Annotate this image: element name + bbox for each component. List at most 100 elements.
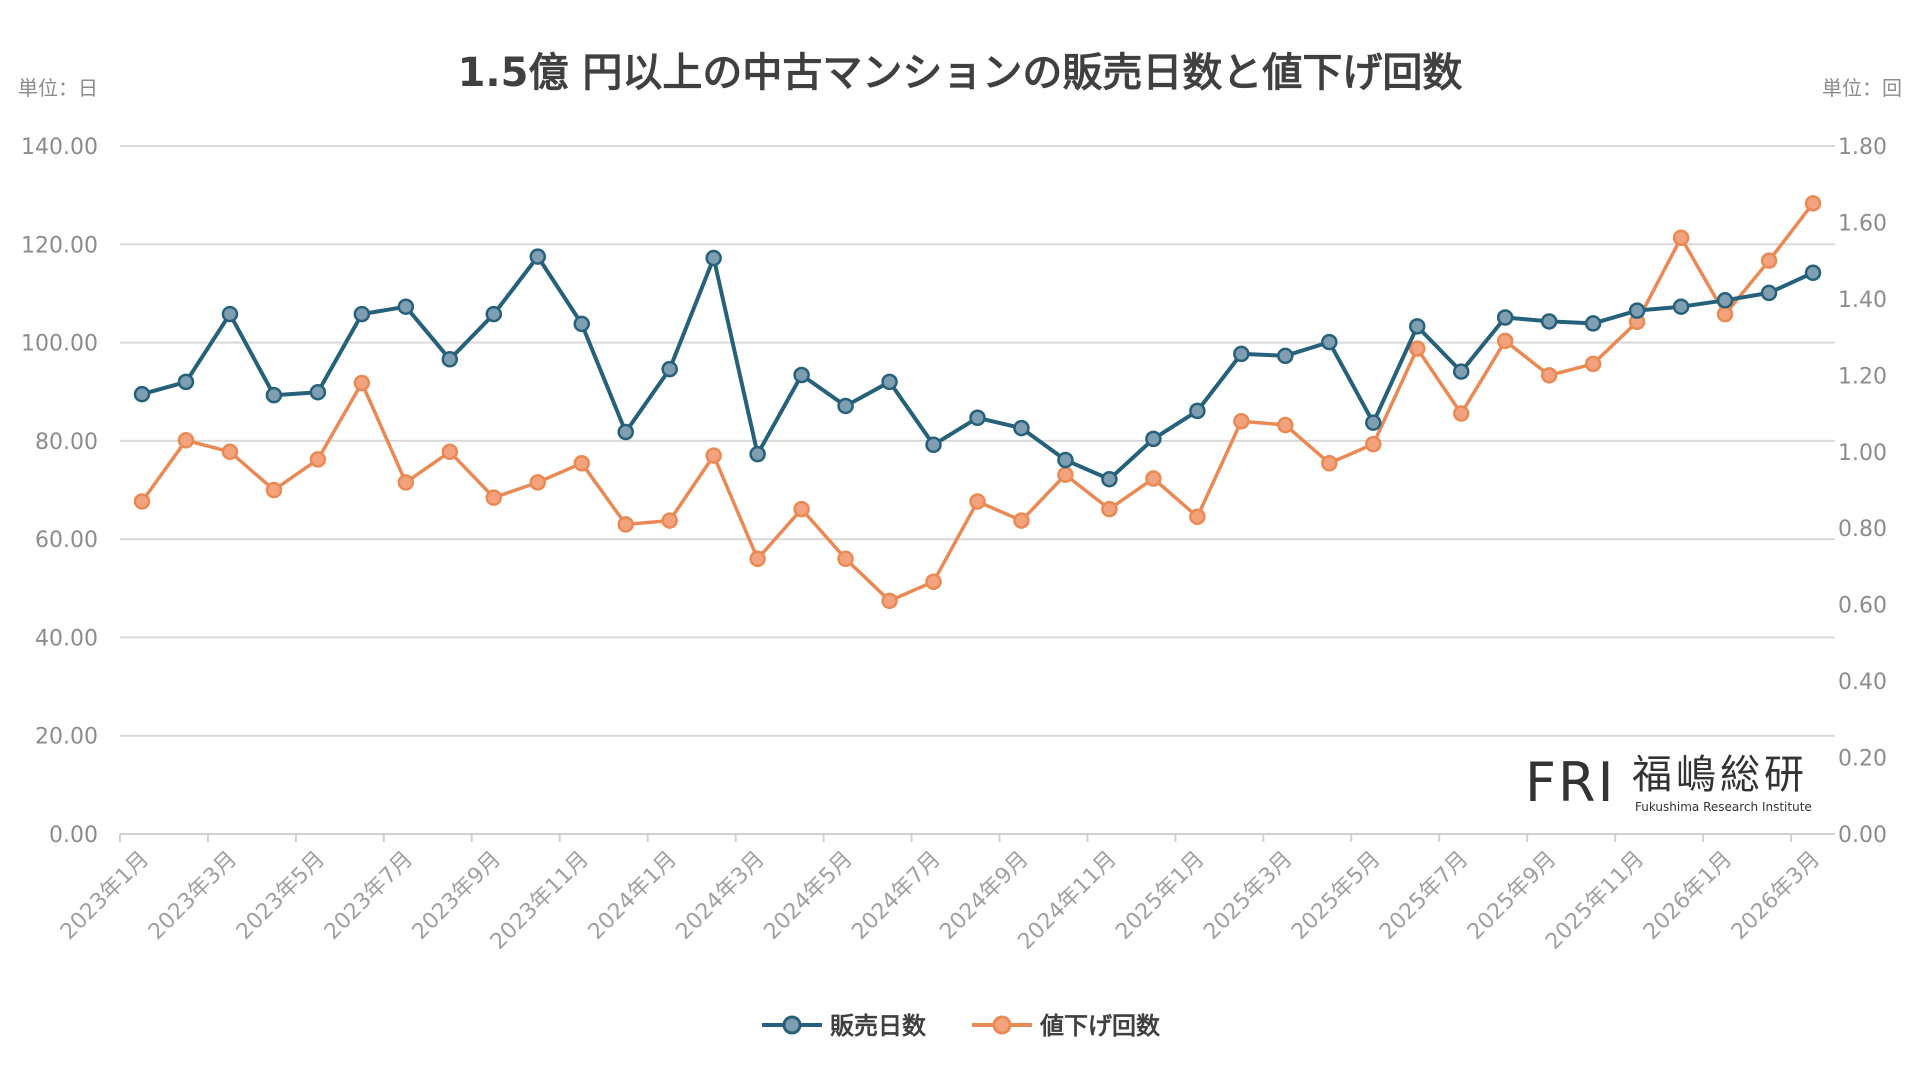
data-point xyxy=(1716,292,1734,309)
data-point xyxy=(309,383,327,401)
data-point xyxy=(529,248,547,265)
data-point xyxy=(441,351,459,368)
series-line xyxy=(141,254,1814,482)
series-0 xyxy=(133,248,1822,488)
data-point xyxy=(1101,470,1118,488)
data-point xyxy=(1057,466,1074,483)
data-point xyxy=(1145,430,1162,448)
data-point xyxy=(529,474,547,491)
series-layer xyxy=(133,195,1822,610)
right-tick-label: 0.20 xyxy=(1838,747,1887,772)
data-point xyxy=(177,432,195,449)
data-point xyxy=(1672,229,1690,246)
data-point xyxy=(133,493,151,510)
data-point xyxy=(749,445,766,463)
right-tick-label: 1.20 xyxy=(1838,364,1887,389)
data-point xyxy=(1804,264,1822,282)
right-tick-label: 0.60 xyxy=(1838,594,1887,619)
x-tick-label: 2025年1月 xyxy=(1111,847,1209,945)
right-tick-label: 0.00 xyxy=(1838,823,1887,848)
x-tick-label: 2026年3月 xyxy=(1727,847,1825,945)
x-tick-label: 2025年7月 xyxy=(1375,847,1473,945)
x-tick-label: 2025年5月 xyxy=(1287,847,1385,945)
left-tick-label: 40.00 xyxy=(35,626,98,651)
data-point xyxy=(1672,298,1690,315)
data-point xyxy=(397,298,415,315)
data-point xyxy=(265,386,283,404)
data-point xyxy=(1365,435,1382,453)
right-tick-label: 1.60 xyxy=(1838,211,1887,236)
data-point xyxy=(1189,508,1206,526)
data-point xyxy=(485,305,503,323)
data-point xyxy=(705,447,722,464)
left-axis-ticks: 0.00 20.00 40.00 60.00 80.00 100.00 120.00 140.… xyxy=(21,135,98,848)
data-point xyxy=(1321,454,1338,472)
data-point xyxy=(265,481,283,499)
data-point xyxy=(617,423,634,441)
data-point xyxy=(1584,315,1602,332)
left-tick-label: 120.00 xyxy=(21,233,98,258)
data-point xyxy=(573,454,590,472)
data-point xyxy=(1540,313,1558,330)
left-tick-label: 60.00 xyxy=(35,528,98,553)
x-tick-label: 2023年9月 xyxy=(408,847,506,945)
data-point xyxy=(661,360,678,378)
data-point xyxy=(1760,252,1778,269)
logo-mark: FRI xyxy=(1525,751,1616,814)
data-point xyxy=(793,500,810,518)
legend-label-price-cuts: 値下げ回数 xyxy=(1039,1012,1161,1040)
data-point xyxy=(925,436,942,454)
right-tick-label: 1.00 xyxy=(1838,441,1887,466)
data-point xyxy=(133,385,151,403)
data-point xyxy=(1496,309,1514,326)
x-tick-label: 2025年9月 xyxy=(1463,847,1561,945)
data-point xyxy=(749,550,766,568)
data-point xyxy=(573,315,590,333)
series-line xyxy=(140,202,1815,603)
data-point xyxy=(793,366,810,384)
data-point xyxy=(1540,367,1558,384)
legend-label-sales-days: 販売日数 xyxy=(830,1012,927,1040)
left-tick-label: 80.00 xyxy=(35,430,98,455)
data-point xyxy=(1277,416,1294,434)
series-1 xyxy=(133,195,1822,610)
data-point xyxy=(353,305,371,323)
logo-subtitle: Fukushima Research Institute xyxy=(1635,800,1812,814)
left-tick-label: 20.00 xyxy=(35,725,98,750)
data-point xyxy=(969,409,986,427)
data-point xyxy=(837,397,854,415)
data-point xyxy=(1804,195,1822,212)
data-point xyxy=(881,373,898,391)
logo-name: 福嶋総研 xyxy=(1632,752,1808,798)
data-point xyxy=(1365,414,1382,431)
x-tick-label: 2024年7月 xyxy=(847,847,945,945)
data-point xyxy=(1452,363,1470,380)
x-tick-label: 2024年9月 xyxy=(935,847,1033,945)
data-point xyxy=(309,451,327,468)
data-point xyxy=(1277,347,1294,365)
data-point xyxy=(1452,405,1470,422)
data-point xyxy=(1189,402,1206,420)
x-tick-label: 2025年3月 xyxy=(1199,847,1297,945)
data-point xyxy=(1013,419,1030,437)
data-point xyxy=(441,443,459,461)
right-tick-label: 0.80 xyxy=(1838,517,1887,542)
data-point xyxy=(661,512,678,529)
data-point xyxy=(221,443,239,461)
x-tick-label: 2026年1月 xyxy=(1639,847,1737,945)
data-point xyxy=(1408,318,1426,335)
left-tick-label: 0.00 xyxy=(49,823,98,848)
data-point xyxy=(1233,345,1250,363)
data-point xyxy=(1760,284,1778,302)
right-axis-ticks: 0.00 0.20 0.40 0.60 0.80 1.00 1.20 1.40 1.60 1.80 xyxy=(1838,135,1887,848)
left-tick-label: 140.00 xyxy=(21,135,98,160)
data-point xyxy=(1013,512,1030,529)
x-tick-label: 2023年3月 xyxy=(144,847,242,945)
x-tick-label: 2024年5月 xyxy=(760,847,858,945)
left-tick-label: 100.00 xyxy=(21,332,98,357)
data-point xyxy=(1233,412,1250,430)
data-point xyxy=(1057,451,1074,469)
fri-logo: FRI 福嶋総研 Fukushima Research Institute xyxy=(1525,752,1825,822)
right-tick-label: 1.40 xyxy=(1838,288,1887,313)
